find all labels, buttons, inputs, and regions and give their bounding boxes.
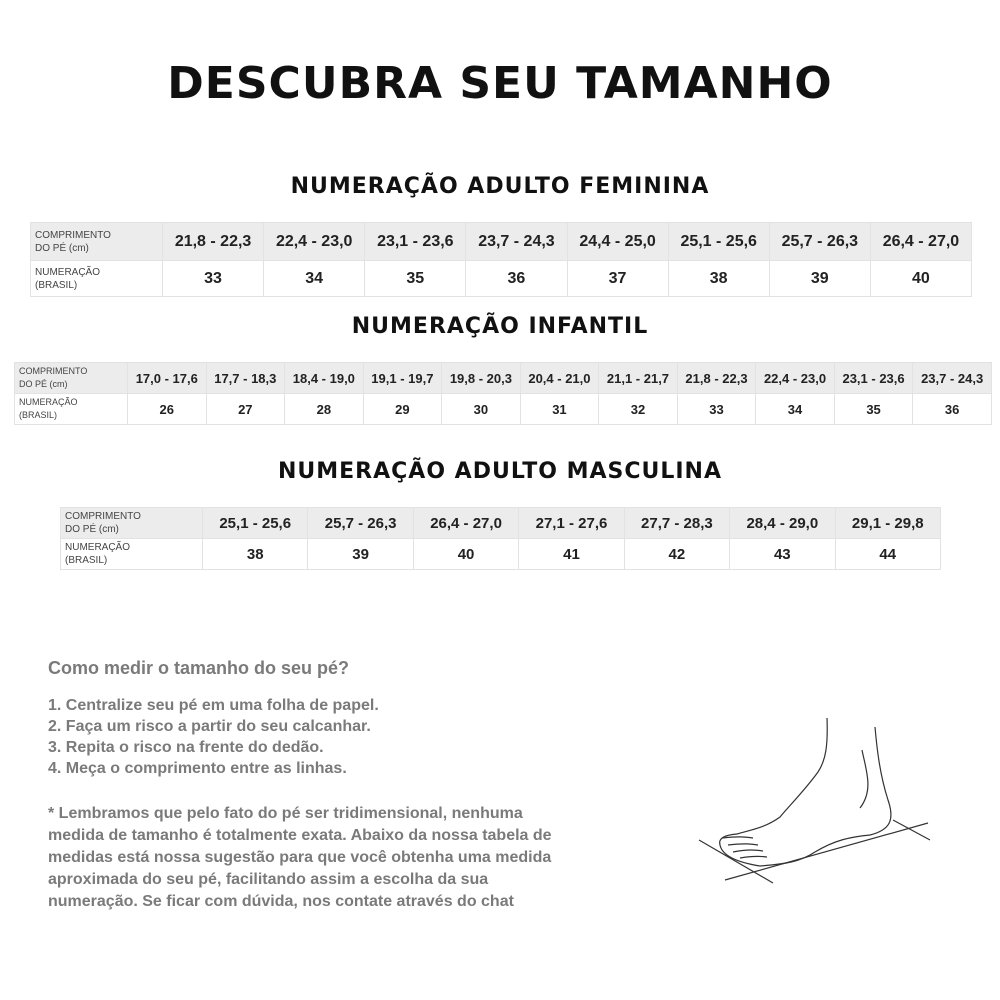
size-table-infantil: COMPRIMENTO DO PÉ (cm) 17,0 - 17,6 17,7 - 1… — [14, 362, 992, 425]
length-cell: 28,4 - 29,0 — [729, 507, 836, 539]
howto-note: * Lembramos que pelo fato do pé ser trid… — [48, 803, 552, 913]
sizes-row: NUMERAÇÃO (BRASIL) 26 27 28 29 30 31 32 33 34 35 36 — [14, 393, 992, 425]
howto-steps: 1. Centralize seu pé em uma folha de pap… — [48, 695, 379, 779]
size-cell: 39 — [307, 538, 414, 570]
sizes-row: NUMERAÇÃO (BRASIL) 33 34 35 36 37 38 39 40 — [30, 260, 973, 297]
size-cell: 33 — [676, 393, 757, 425]
note-line: medidas está nossa sugestão para que voc… — [48, 849, 552, 866]
size-cell: 41 — [518, 538, 625, 570]
length-cell: 27,7 - 28,3 — [623, 507, 731, 539]
length-cell: 25,1 - 25,6 — [667, 222, 770, 261]
size-table-masculine: COMPRIMENTO DO PÉ (cm) 25,1 - 25,6 25,7 - 2… — [60, 507, 942, 570]
length-cell: 29,1 - 29,8 — [834, 507, 942, 539]
note-line: * Lembramos que pelo fato do pé ser trid… — [48, 805, 523, 822]
size-cell: 33 — [161, 260, 265, 297]
row-label-line: (BRASIL) — [19, 410, 58, 420]
ankle — [859, 749, 869, 809]
row-label: COMPRIMENTO DO PÉ (cm) — [14, 362, 128, 394]
toes — [719, 833, 761, 867]
size-cell: 35 — [833, 393, 914, 425]
size-cell: 40 — [412, 538, 520, 570]
size-cell: 34 — [755, 393, 835, 425]
lengths-row: COMPRIMENTO DO PÉ (cm) 21,8 - 22,3 22,4 - 2… — [30, 222, 973, 261]
length-cell: 25,7 - 26,3 — [768, 222, 871, 261]
size-cell: 39 — [768, 260, 871, 297]
ground-line — [724, 822, 929, 881]
size-cell: 34 — [263, 260, 366, 297]
table-heading: NUMERAÇÃO ADULTO MASCULINA — [277, 459, 722, 484]
row-label: COMPRIMENTO DO PÉ (cm) — [60, 507, 203, 539]
length-cell: 21,1 - 21,7 — [598, 362, 678, 394]
row-label: NUMERAÇÃO (BRASIL) — [14, 393, 128, 425]
length-cell: 19,1 - 19,7 — [362, 362, 443, 394]
size-cell: 29 — [362, 393, 443, 425]
step: 2. Faça um risco a partir do seu calcanh… — [48, 718, 371, 735]
row-label-line: DO PÉ (cm) — [65, 524, 119, 535]
size-table-feminine: COMPRIMENTO DO PÉ (cm) 21,8 - 22,3 22,4 - 2… — [30, 222, 973, 297]
size-cell: 37 — [566, 260, 669, 297]
length-cell: 25,7 - 26,3 — [307, 507, 414, 539]
length-cell: 23,1 - 23,6 — [833, 362, 914, 394]
length-cell: 26,4 - 27,0 — [869, 222, 973, 261]
size-cell: 40 — [869, 260, 973, 297]
row-label-line: (BRASIL) — [35, 279, 78, 291]
step: 3. Repita o risco na frente do dedão. — [48, 739, 324, 756]
length-cell: 23,7 - 24,3 — [912, 362, 992, 394]
size-cell: 36 — [912, 393, 992, 425]
note-line: aproximada do seu pé, facilitando assim … — [48, 871, 489, 888]
sizes-row: NUMERAÇÃO (BRASIL) 38 39 40 41 42 43 44 — [60, 538, 942, 570]
row-label-line: COMPRIMENTO — [65, 511, 141, 522]
size-cell: 44 — [834, 538, 942, 570]
length-cell: 24,4 - 25,0 — [566, 222, 669, 261]
length-cell: 23,1 - 23,6 — [364, 222, 467, 261]
foot-back-sole — [759, 726, 892, 867]
size-cell: 32 — [598, 393, 678, 425]
size-cell: 30 — [441, 393, 521, 425]
toe-line — [698, 839, 774, 884]
lengths-row: COMPRIMENTO DO PÉ (cm) 25,1 - 25,6 25,7 - 2… — [60, 507, 942, 539]
size-cell: 26 — [127, 393, 207, 425]
length-cell: 22,4 - 23,0 — [263, 222, 366, 261]
row-label-line: COMPRIMENTO — [19, 366, 88, 376]
row-label-line: DO PÉ (cm) — [35, 242, 89, 254]
table-heading: NUMERAÇÃO INFANTIL — [351, 314, 649, 339]
row-label-line: NUMERAÇÃO — [35, 266, 101, 278]
length-cell: 17,0 - 17,6 — [127, 362, 207, 394]
row-label-line: (BRASIL) — [65, 555, 108, 566]
row-label: COMPRIMENTO DO PÉ (cm) — [30, 222, 163, 261]
step: 4. Meça o comprimento entre as linhas. — [48, 760, 347, 777]
foot-top — [736, 717, 828, 835]
length-cell: 25,1 - 25,6 — [201, 507, 309, 539]
step: 1. Centralize seu pé em uma folha de pap… — [48, 697, 379, 714]
size-cell: 28 — [284, 393, 364, 425]
table-heading: NUMERAÇÃO ADULTO FEMININA — [290, 174, 710, 199]
row-label-line: DO PÉ (cm) — [19, 379, 68, 389]
lengths-row: COMPRIMENTO DO PÉ (cm) 17,0 - 17,6 17,7 - 1… — [14, 362, 992, 394]
length-cell: 18,4 - 19,0 — [284, 362, 364, 394]
size-cell: 35 — [364, 260, 467, 297]
row-label: NUMERAÇÃO (BRASIL) — [60, 538, 203, 570]
size-cell: 43 — [729, 538, 836, 570]
note-line: medida de tamanho é totalmente exata. Ab… — [48, 827, 552, 844]
length-cell: 20,4 - 21,0 — [519, 362, 600, 394]
size-cell: 31 — [519, 393, 600, 425]
row-label-line: COMPRIMENTO — [35, 229, 111, 241]
row-label-line: NUMERAÇÃO — [19, 397, 78, 407]
size-cell: 42 — [623, 538, 731, 570]
howto-heading: Como medir o tamanho do seu pé? — [48, 658, 350, 678]
size-cell: 38 — [201, 538, 309, 570]
length-cell: 17,7 - 18,3 — [205, 362, 286, 394]
row-label: NUMERAÇÃO (BRASIL) — [30, 260, 163, 297]
row-label-line: NUMERAÇÃO — [65, 542, 131, 553]
size-cell: 38 — [667, 260, 770, 297]
note-line: numeração. Se ficar com dúvida, nos cont… — [48, 893, 514, 910]
heel-line — [892, 819, 931, 841]
page-title: DESCUBRA SEU TAMANHO — [167, 58, 833, 109]
